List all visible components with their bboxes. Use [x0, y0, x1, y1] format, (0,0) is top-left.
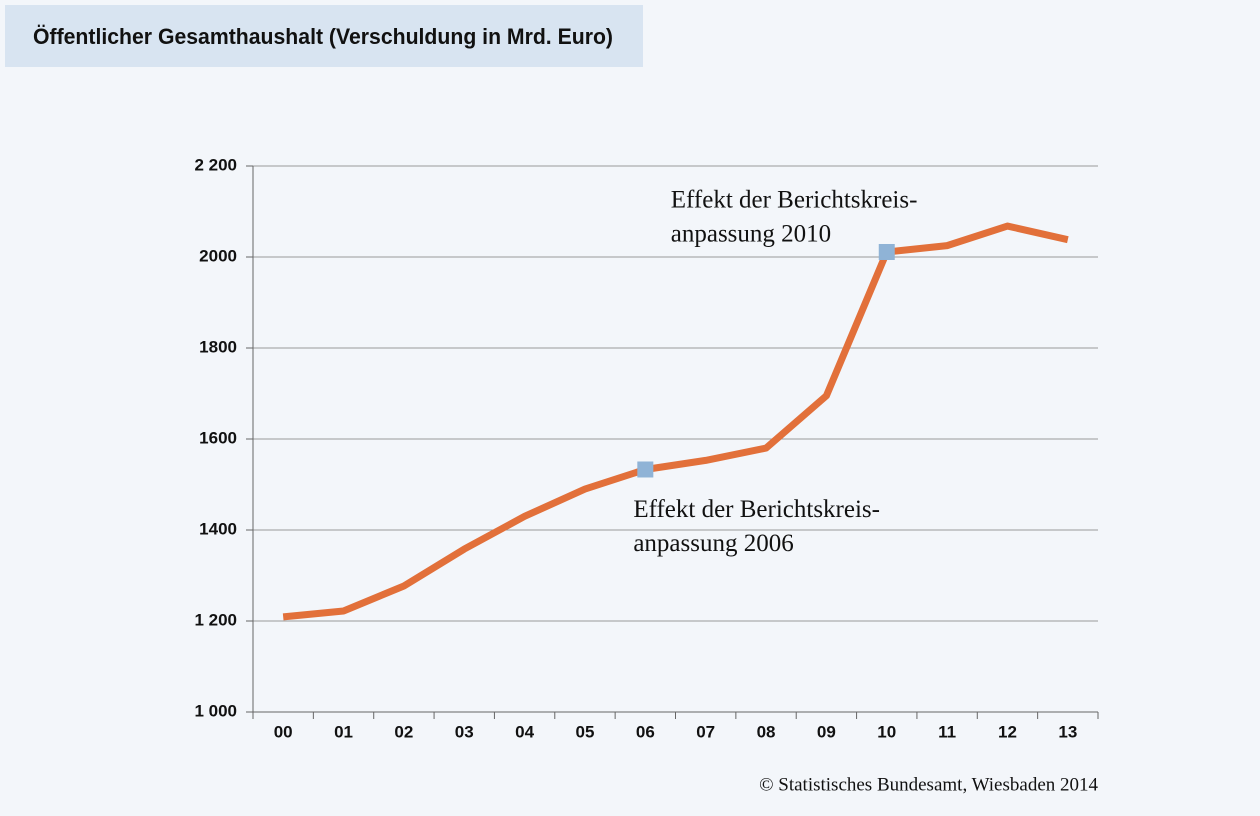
- marker: [878, 243, 895, 260]
- y-tick-label: 1800: [199, 337, 237, 356]
- line-series: [282, 222, 1069, 621]
- annotation: Effekt der Berichtskreis-: [671, 187, 918, 214]
- x-tick-label: 05: [576, 722, 595, 741]
- x-tick-label: 03: [455, 722, 474, 741]
- y-tick-label: 2000: [199, 246, 237, 265]
- y-tick-label: 1400: [199, 519, 237, 538]
- y-tick-label: 1600: [199, 428, 237, 447]
- x-tick-label: 06: [636, 722, 655, 741]
- marker: [637, 461, 654, 478]
- y-tick-label: 2 200: [194, 155, 237, 174]
- annotation: anpassung 2010: [671, 221, 831, 248]
- x-tick-label: 08: [757, 722, 776, 741]
- x-tick-label: 11: [938, 722, 956, 741]
- x-tick-label: 09: [817, 722, 836, 741]
- x-tick-label: 04: [515, 722, 534, 741]
- y-tick-label: 1 000: [194, 701, 237, 720]
- annotation: Effekt der Berichtskreis-: [633, 496, 880, 523]
- chart-title: Öffentlicher Gesamthaushalt (Verschuldun…: [33, 24, 613, 49]
- x-tick-label: 01: [334, 722, 353, 741]
- x-tick-label: 02: [394, 722, 413, 741]
- x-tick-label: 13: [1058, 722, 1077, 741]
- title-box: [5, 5, 643, 67]
- x-tick-label: 10: [877, 722, 896, 741]
- x-tick-label: 00: [274, 722, 293, 741]
- y-tick-label: 1 200: [194, 610, 237, 629]
- annotation: anpassung 2006: [633, 530, 793, 557]
- x-tick-label: 07: [696, 722, 715, 741]
- x-tick-label: 12: [998, 722, 1017, 741]
- source: © Statistisches Bundesamt, Wiesbaden 201…: [759, 774, 1098, 795]
